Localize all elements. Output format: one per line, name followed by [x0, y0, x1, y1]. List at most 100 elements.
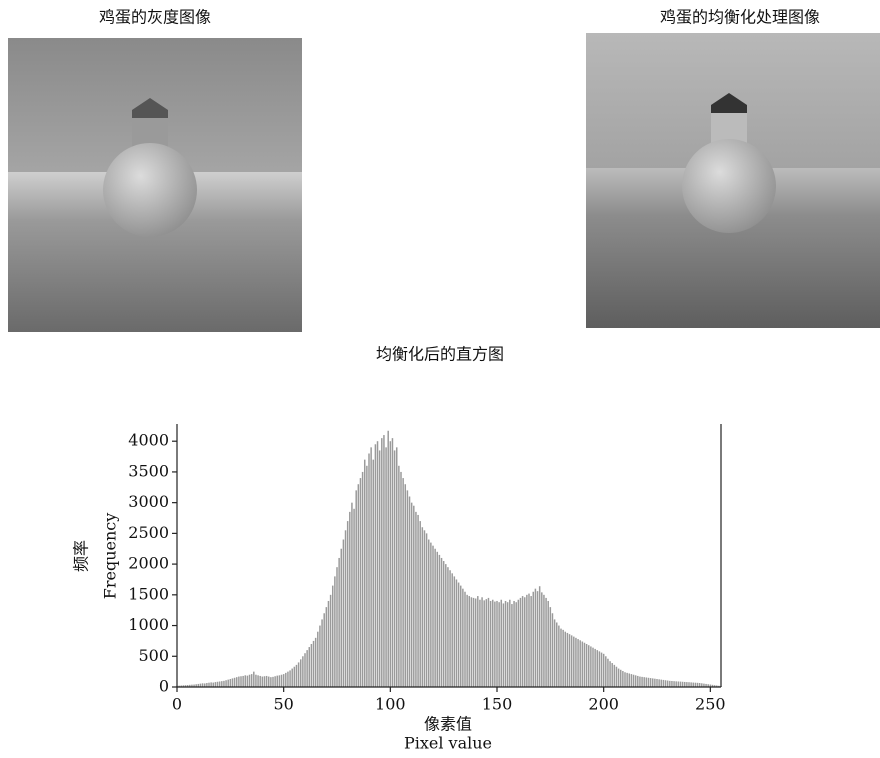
- bar: [184, 685, 187, 687]
- bar: [711, 684, 714, 687]
- bar: [221, 681, 223, 687]
- bar: [319, 625, 321, 687]
- bar: [464, 591, 466, 687]
- bar: [455, 579, 458, 687]
- bar: [210, 682, 212, 687]
- bar: [453, 576, 456, 687]
- bar: [438, 554, 441, 687]
- bar: [509, 599, 511, 687]
- bar: [715, 685, 718, 687]
- bar: [468, 596, 471, 687]
- bar: [643, 677, 645, 687]
- bar: [658, 679, 660, 687]
- bar: [624, 672, 626, 687]
- bar: [470, 597, 473, 687]
- bar: [285, 672, 287, 687]
- bar: [483, 600, 485, 687]
- bar: [325, 607, 328, 687]
- bar: [259, 675, 261, 687]
- bar: [246, 675, 249, 687]
- x-tick-label: 100: [375, 695, 406, 714]
- bar: [282, 674, 285, 687]
- bar: [334, 576, 336, 687]
- bar: [191, 684, 193, 687]
- bar: [656, 679, 658, 687]
- bar: [216, 681, 219, 687]
- bar: [344, 530, 347, 687]
- bar: [265, 675, 268, 687]
- bar: [605, 656, 607, 687]
- bar: [445, 564, 447, 687]
- bar: [231, 678, 234, 687]
- bar: [647, 677, 650, 687]
- bar: [250, 674, 253, 687]
- bar: [368, 453, 370, 687]
- bar: [477, 596, 479, 687]
- bar: [353, 508, 355, 687]
- bar: [536, 591, 539, 687]
- bar: [297, 662, 300, 687]
- bar: [304, 653, 306, 687]
- bar: [393, 450, 396, 687]
- bar: [427, 539, 430, 687]
- bar: [212, 682, 215, 687]
- y-axis-label: 频率: [72, 540, 91, 572]
- bar: [709, 684, 712, 687]
- bar: [639, 676, 641, 687]
- bar: [560, 628, 562, 687]
- bar: [611, 663, 613, 687]
- bar: [568, 634, 571, 687]
- bar: [242, 675, 244, 687]
- bar: [402, 478, 404, 687]
- bar: [248, 674, 251, 687]
- bar: [590, 646, 592, 687]
- y-tick-label: 1500: [128, 584, 169, 603]
- bar: [519, 597, 522, 687]
- bar: [703, 683, 705, 687]
- bar: [630, 674, 633, 687]
- bar: [442, 561, 445, 687]
- bar: [577, 639, 579, 687]
- bar: [479, 599, 481, 687]
- bar: [340, 548, 343, 687]
- bar: [570, 635, 573, 687]
- bar: [558, 625, 560, 687]
- bar: [523, 597, 526, 687]
- bar: [489, 600, 492, 687]
- x-tick-label: 200: [588, 695, 619, 714]
- bar: [331, 585, 334, 687]
- bar: [267, 676, 270, 687]
- bar: [233, 677, 236, 687]
- bar: [229, 679, 232, 687]
- bar: [607, 658, 609, 687]
- bar: [566, 632, 569, 687]
- bar: [317, 631, 319, 687]
- bar: [553, 619, 556, 687]
- bar: [302, 656, 304, 687]
- y-tick-label: 0: [159, 677, 169, 696]
- bar: [671, 680, 673, 687]
- bar: [677, 681, 680, 687]
- x-tick-label: 250: [695, 695, 726, 714]
- bar: [615, 666, 618, 687]
- bar: [206, 683, 208, 687]
- bar: [182, 685, 185, 687]
- bar: [517, 599, 520, 687]
- bar: [261, 676, 264, 687]
- bar: [660, 679, 663, 687]
- bar: [253, 671, 255, 687]
- bar: [688, 682, 690, 687]
- bar: [449, 570, 451, 687]
- y-axis-label: Frequency: [101, 513, 120, 600]
- bar: [609, 661, 611, 687]
- bar: [500, 599, 503, 687]
- bar: [214, 682, 217, 687]
- bar: [654, 678, 656, 687]
- bar: [562, 629, 564, 687]
- bar: [436, 551, 439, 687]
- bar: [287, 671, 289, 687]
- bar: [381, 438, 383, 687]
- bar: [238, 676, 240, 687]
- bar: [293, 666, 296, 687]
- bar: [310, 643, 313, 687]
